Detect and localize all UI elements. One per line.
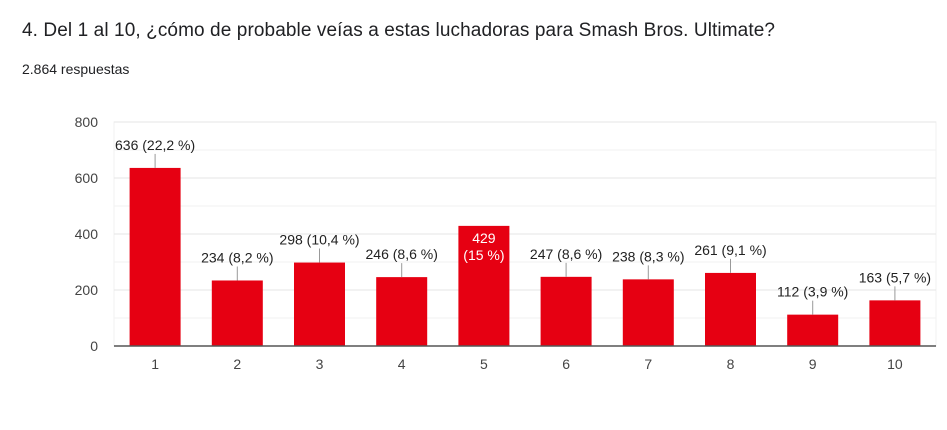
data-label: 163 (5,7 %): [859, 269, 931, 285]
data-label: 247 (8,6 %): [530, 246, 602, 262]
data-label: 636 (22,2 %): [115, 137, 195, 153]
bar-1: [129, 167, 181, 346]
x-axis-ticks: 1 2 3 4 5 6 7 8 9 10: [114, 345, 936, 372]
x-tick-label: 3: [316, 356, 324, 372]
x-tick-label: 8: [727, 356, 735, 372]
data-labels: 636 (22,2 %) 234 (8,2 %) 298 (10,4 %) 246 (…: [115, 137, 931, 315]
y-tick-label: 600: [75, 170, 99, 186]
bar-2: [211, 280, 263, 346]
y-tick-label: 200: [75, 282, 99, 298]
bar-4: [376, 277, 428, 346]
x-tick-label: 7: [644, 356, 652, 372]
data-label: 261 (9,1 %): [694, 242, 766, 258]
data-label: 238 (8,3 %): [612, 248, 684, 264]
x-tick-label: 5: [480, 356, 488, 372]
x-tick-label: 2: [233, 356, 241, 372]
data-label: 429: [472, 230, 496, 246]
x-tick-label: 4: [398, 356, 406, 372]
bar-9: [787, 314, 839, 346]
x-tick-label: 9: [809, 356, 817, 372]
bar-6: [540, 276, 592, 346]
data-label: 112 (3,9 %): [777, 284, 848, 300]
data-label: 246 (8,6 %): [366, 246, 438, 262]
x-tick-label: 6: [562, 356, 570, 372]
response-count: 2.864 respuestas: [22, 61, 130, 77]
bar-10: [869, 300, 921, 346]
y-tick-label: 0: [90, 338, 98, 354]
x-tick-label: 10: [887, 356, 903, 372]
x-tick-label: 1: [151, 356, 159, 372]
bar-3: [294, 262, 345, 346]
y-axis-ticks: 0 200 400 600 800: [75, 114, 99, 354]
bar-5: [458, 225, 510, 346]
bar-7: [622, 279, 674, 346]
y-tick-label: 400: [75, 226, 99, 242]
y-tick-label: 800: [75, 114, 99, 130]
data-label: 298 (10,4 %): [279, 232, 359, 248]
bar-8: [705, 272, 756, 346]
data-label-percent: (15 %): [463, 247, 504, 263]
question-title: 4. Del 1 al 10, ¿cómo de probable veías …: [22, 20, 776, 41]
data-label: 234 (8,2 %): [201, 249, 273, 265]
bars: [129, 167, 921, 346]
